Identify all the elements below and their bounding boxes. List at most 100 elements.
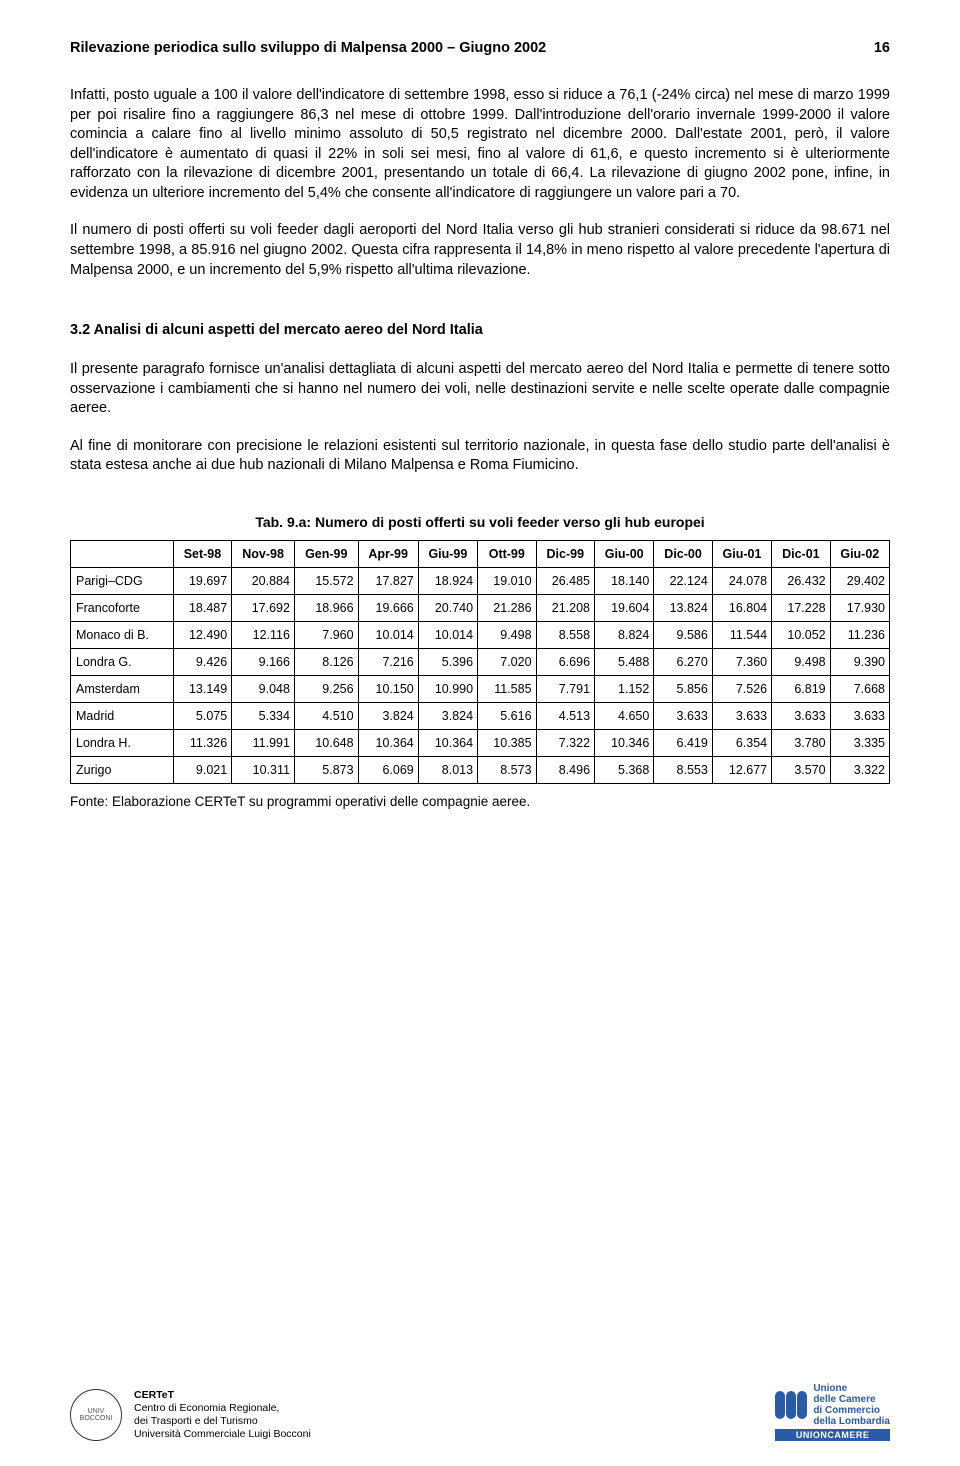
- table-cell: 3.570: [772, 756, 830, 783]
- footer-left: UNIVBOCCONI CERTeT Centro di Economia Re…: [70, 1389, 311, 1442]
- table-cell: 8.126: [294, 648, 358, 675]
- table-row: Monaco di B.12.49012.1167.96010.01410.01…: [71, 621, 890, 648]
- header-title: Rilevazione periodica sullo sviluppo di …: [70, 40, 546, 56]
- table-cell: 1.152: [595, 675, 654, 702]
- table-cell: 7.960: [294, 621, 358, 648]
- table-cell: 3.335: [830, 729, 889, 756]
- table-source-note: Fonte: Elaborazione CERTeT su programmi …: [70, 794, 890, 809]
- table-cell: 20.884: [232, 567, 295, 594]
- table-cell: 18.924: [418, 567, 477, 594]
- paragraph-3: Il presente paragrafo fornisce un'analis…: [70, 360, 890, 419]
- table-header-cell: Set-98: [173, 540, 231, 567]
- table-cell: 7.216: [358, 648, 418, 675]
- table-cell: 26.432: [772, 567, 830, 594]
- bocconi-seal-icon: UNIVBOCCONI: [70, 1389, 122, 1441]
- table-cell: 4.650: [595, 702, 654, 729]
- table-cell: 19.010: [478, 567, 536, 594]
- page-header: Rilevazione periodica sullo sviluppo di …: [70, 40, 890, 56]
- section-heading: 3.2 Analisi di alcuni aspetti del mercat…: [70, 322, 890, 338]
- table-cell: Parigi–CDG: [71, 567, 174, 594]
- table-cell: 7.020: [478, 648, 536, 675]
- table-cell: 7.668: [830, 675, 889, 702]
- table-cell: 8.558: [536, 621, 594, 648]
- table-cell: 26.485: [536, 567, 594, 594]
- table-cell: 21.208: [536, 594, 594, 621]
- table-row: Amsterdam13.1499.0489.25610.15010.99011.…: [71, 675, 890, 702]
- table-cell: 18.140: [595, 567, 654, 594]
- table-cell: 19.666: [358, 594, 418, 621]
- table-cell: 10.311: [232, 756, 295, 783]
- table-cell: 11.585: [478, 675, 536, 702]
- table-cell: 9.048: [232, 675, 295, 702]
- table-cell: 19.697: [173, 567, 231, 594]
- table-cell: 3.633: [654, 702, 712, 729]
- table-header-cell: Dic-99: [536, 540, 594, 567]
- table-cell: 3.633: [712, 702, 771, 729]
- page-number: 16: [874, 40, 890, 56]
- table-cell: 17.228: [772, 594, 830, 621]
- table-header-cell: Giu-02: [830, 540, 889, 567]
- data-table: Set-98Nov-98Gen-99Apr-99Giu-99Ott-99Dic-…: [70, 540, 890, 784]
- table-cell: 5.856: [654, 675, 712, 702]
- table-cell: 8.573: [478, 756, 536, 783]
- table-cell: 10.990: [418, 675, 477, 702]
- table-cell: 9.498: [478, 621, 536, 648]
- table-cell: 12.677: [712, 756, 771, 783]
- table-cell: Monaco di B.: [71, 621, 174, 648]
- unioncamere-banner: UNIONCAMERE: [775, 1429, 890, 1441]
- table-cell: 18.487: [173, 594, 231, 621]
- table-cell: 4.513: [536, 702, 594, 729]
- table-cell: 8.013: [418, 756, 477, 783]
- table-cell: 5.075: [173, 702, 231, 729]
- table-header-cell: Gen-99: [294, 540, 358, 567]
- paragraph-2: Il numero di posti offerti su voli feede…: [70, 221, 890, 280]
- table-header-cell: Giu-99: [418, 540, 477, 567]
- table-cell: Zurigo: [71, 756, 174, 783]
- table-cell: Madrid: [71, 702, 174, 729]
- table-row: Londra G.9.4269.1668.1267.2165.3967.0206…: [71, 648, 890, 675]
- table-cell: 12.116: [232, 621, 295, 648]
- table-cell: 17.692: [232, 594, 295, 621]
- table-cell: 10.385: [478, 729, 536, 756]
- table-cell: 7.322: [536, 729, 594, 756]
- table-cell: 6.696: [536, 648, 594, 675]
- table-cell: 9.426: [173, 648, 231, 675]
- table-cell: 7.791: [536, 675, 594, 702]
- table-cell: 9.256: [294, 675, 358, 702]
- footer-right: Unione delle Camere di Commercio della L…: [775, 1383, 890, 1441]
- table-cell: 3.633: [772, 702, 830, 729]
- table-cell: 3.824: [418, 702, 477, 729]
- table-cell: 18.966: [294, 594, 358, 621]
- table-row: Londra H.11.32611.99110.64810.36410.3641…: [71, 729, 890, 756]
- table-cell: 6.270: [654, 648, 712, 675]
- table-header-cell: Nov-98: [232, 540, 295, 567]
- table-cell: 11.991: [232, 729, 295, 756]
- table-cell: 17.827: [358, 567, 418, 594]
- footer-line2: dei Trasporti e del Turismo: [134, 1415, 311, 1428]
- table-cell: 8.496: [536, 756, 594, 783]
- page-footer: UNIVBOCCONI CERTeT Centro di Economia Re…: [70, 1383, 890, 1441]
- unione-petals-icon: [775, 1391, 807, 1419]
- table-cell: 29.402: [830, 567, 889, 594]
- table-cell: 13.149: [173, 675, 231, 702]
- table-cell: 12.490: [173, 621, 231, 648]
- table-cell: 6.354: [712, 729, 771, 756]
- table-row: Francoforte18.48717.69218.96619.66620.74…: [71, 594, 890, 621]
- table-cell: 4.510: [294, 702, 358, 729]
- table-cell: 5.396: [418, 648, 477, 675]
- table-header-cell: Apr-99: [358, 540, 418, 567]
- table-cell: 20.740: [418, 594, 477, 621]
- table-header-cell: Ott-99: [478, 540, 536, 567]
- unione-logo: Unione delle Camere di Commercio della L…: [775, 1383, 890, 1427]
- table-cell: 15.572: [294, 567, 358, 594]
- table-cell: 21.286: [478, 594, 536, 621]
- table-cell: 13.824: [654, 594, 712, 621]
- table-cell: 5.488: [595, 648, 654, 675]
- table-row: Madrid5.0755.3344.5103.8243.8245.6164.51…: [71, 702, 890, 729]
- table-cell: 7.526: [712, 675, 771, 702]
- table-cell: 10.052: [772, 621, 830, 648]
- table-cell: 7.360: [712, 648, 771, 675]
- table-cell: 10.014: [418, 621, 477, 648]
- paragraph-4: Al fine di monitorare con precisione le …: [70, 437, 890, 476]
- footer-line3: Università Commerciale Luigi Bocconi: [134, 1428, 311, 1441]
